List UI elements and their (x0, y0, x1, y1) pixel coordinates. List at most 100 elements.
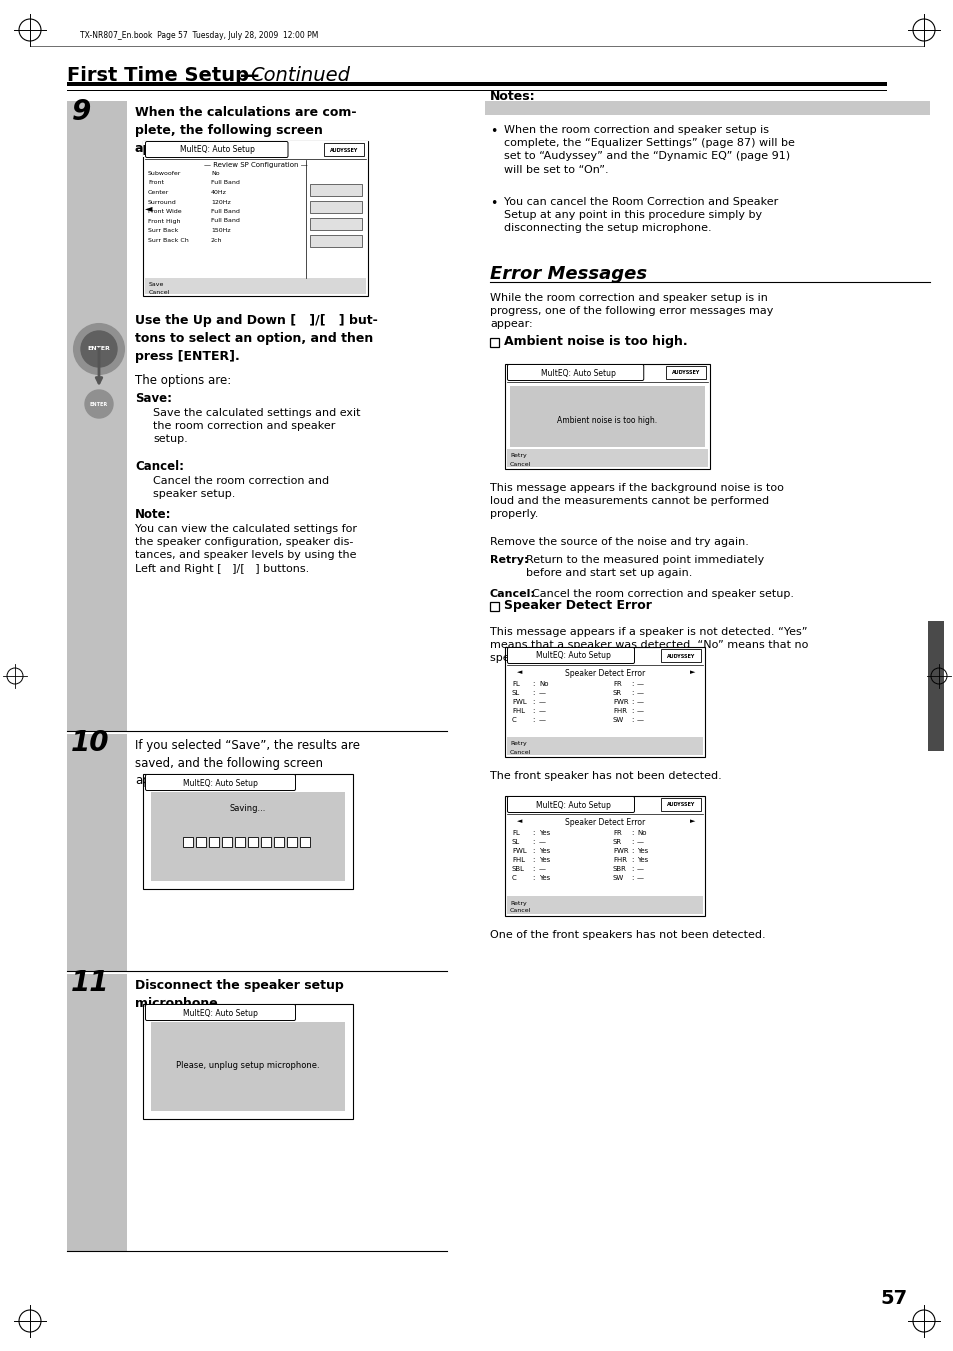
Text: :: : (630, 717, 633, 723)
Text: ►: ► (689, 669, 695, 676)
Text: SW: SW (613, 875, 623, 881)
Text: Saving...: Saving... (230, 804, 266, 813)
Text: —: — (538, 866, 545, 871)
Text: :: : (532, 708, 534, 713)
Text: FHR: FHR (613, 708, 626, 713)
Text: Save:: Save: (135, 392, 172, 405)
Bar (143, 141, 368, 296)
Text: —: — (637, 698, 643, 705)
Text: •: • (490, 126, 497, 138)
Text: Full Band: Full Band (211, 209, 239, 213)
Bar (287, 836, 296, 847)
Text: ◄: ◄ (517, 669, 522, 676)
Text: Ambient noise is too high.: Ambient noise is too high. (557, 416, 657, 426)
Text: Cancel: Cancel (510, 908, 531, 913)
Bar (261, 836, 271, 847)
Text: No: No (538, 681, 548, 688)
Text: One of the front speakers has not been detected.: One of the front speakers has not been d… (490, 929, 765, 940)
Text: :: : (630, 866, 633, 871)
Text: —: — (637, 839, 643, 844)
Circle shape (74, 324, 124, 374)
Text: The front speaker has not been detected.: The front speaker has not been detected. (490, 771, 721, 781)
Bar (143, 774, 353, 889)
Text: —: — (637, 875, 643, 881)
Text: :: : (532, 839, 534, 844)
Text: No: No (211, 172, 219, 176)
Text: Cancel:: Cancel: (490, 589, 536, 598)
Text: 150Hz: 150Hz (211, 228, 231, 232)
Text: SBL: SBL (512, 866, 524, 871)
Text: 2ch: 2ch (211, 238, 222, 242)
Circle shape (81, 331, 117, 367)
Text: SR: SR (613, 839, 621, 844)
Text: TX-NR807_En.book  Page 57  Tuesday, July 28, 2009  12:00 PM: TX-NR807_En.book Page 57 Tuesday, July 2… (80, 31, 318, 41)
Text: SW: SW (613, 717, 623, 723)
Bar (310, 218, 361, 230)
Text: —: — (538, 708, 545, 713)
Bar (510, 386, 704, 447)
Text: Note:: Note: (135, 508, 172, 521)
Text: ►: ► (689, 817, 695, 824)
Text: FL: FL (512, 681, 519, 688)
Text: Please, unplug setup microphone.: Please, unplug setup microphone. (176, 1061, 319, 1070)
Text: Yes: Yes (637, 857, 648, 863)
Bar (490, 603, 498, 611)
Text: :: : (532, 857, 534, 863)
Text: FWL: FWL (512, 848, 526, 854)
Text: Retry: Retry (510, 742, 526, 747)
Text: :: : (630, 698, 633, 705)
Bar (67, 82, 886, 86)
Text: :: : (532, 875, 534, 881)
Bar (324, 143, 364, 155)
Text: MultEQ: Auto Setup: MultEQ: Auto Setup (540, 369, 616, 377)
Text: —: — (637, 866, 643, 871)
Text: ◄: ◄ (517, 817, 522, 824)
Bar (506, 449, 707, 467)
Text: Cancel: Cancel (510, 750, 531, 754)
Bar (222, 836, 232, 847)
FancyBboxPatch shape (146, 774, 295, 790)
Text: Cancel: Cancel (149, 289, 171, 295)
Text: —: — (637, 708, 643, 713)
Text: Front: Front (148, 181, 164, 185)
Bar (183, 836, 193, 847)
Text: Remove the source of the noise and try again.: Remove the source of the noise and try a… (490, 536, 748, 547)
Text: FHR: FHR (613, 857, 626, 863)
Text: :: : (532, 830, 534, 836)
Text: AUDYSSEY: AUDYSSEY (671, 370, 700, 376)
Text: —: — (637, 690, 643, 696)
Text: SL: SL (512, 839, 519, 844)
Text: This message appears if the background noise is too
loud and the measurements ca: This message appears if the background n… (490, 484, 783, 519)
Bar (195, 836, 206, 847)
Bar (67, 974, 127, 1251)
Text: :: : (532, 690, 534, 696)
Text: —: — (538, 698, 545, 705)
Text: Disconnect the speaker setup
microphone.: Disconnect the speaker setup microphone. (135, 979, 343, 1011)
Text: You can view the calculated settings for
the speaker configuration, speaker dis-: You can view the calculated settings for… (135, 524, 356, 574)
Text: Surr Back: Surr Back (148, 228, 178, 232)
Text: —: — (538, 839, 545, 844)
Bar (67, 89, 886, 91)
Bar (660, 798, 700, 811)
Bar (504, 796, 704, 916)
Text: FR: FR (613, 681, 621, 688)
Text: Yes: Yes (538, 848, 550, 854)
Bar (310, 235, 361, 247)
Bar (248, 836, 257, 847)
Text: FL: FL (512, 830, 519, 836)
Text: Retry: Retry (510, 454, 526, 458)
Bar (927, 621, 943, 751)
Text: 9: 9 (71, 99, 91, 126)
Text: Cancel: Cancel (510, 462, 531, 466)
Text: Front Wide: Front Wide (148, 209, 181, 213)
Text: Cancel the room correction and
speaker setup.: Cancel the room correction and speaker s… (152, 476, 329, 500)
Bar (143, 141, 368, 157)
Text: MultEQ: Auto Setup: MultEQ: Auto Setup (535, 801, 610, 809)
Text: If you selected “Save”, the results are
saved, and the following screen
appears.: If you selected “Save”, the results are … (135, 739, 359, 788)
Text: :: : (532, 848, 534, 854)
Bar (145, 278, 366, 295)
Bar (299, 836, 310, 847)
Text: Use the Up and Down [   ]/[   ] but-
tons to select an option, and then
press [E: Use the Up and Down [ ]/[ ] but- tons to… (135, 313, 377, 363)
Text: Speaker Detect Error: Speaker Detect Error (564, 669, 644, 678)
Bar (490, 338, 498, 347)
